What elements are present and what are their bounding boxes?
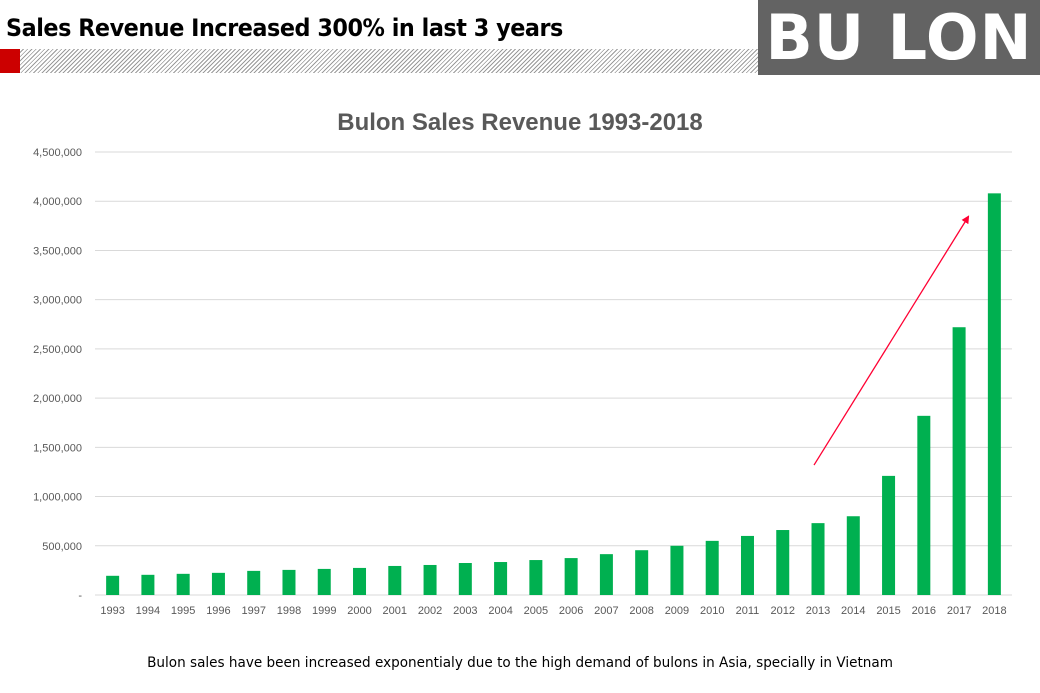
x-tick-label: 2018 (982, 605, 1006, 617)
x-tick-label: 2001 (383, 605, 407, 617)
x-tick-label: 1995 (171, 605, 195, 617)
y-tick-label: 500,000 (42, 541, 82, 553)
x-tick-label: 2013 (806, 605, 830, 617)
x-tick-label: 2016 (912, 605, 936, 617)
bar (247, 570, 261, 595)
y-tick-label: - (78, 590, 82, 602)
bar (141, 574, 155, 595)
chart-title: Bulon Sales Revenue 1993-2018 (337, 109, 703, 136)
x-axis-ticks: 1993 1994 1995 1996 1997 1998 1999 2000 2001 2002… (100, 605, 1006, 617)
bar (529, 560, 543, 595)
x-tick-label: 2005 (524, 605, 548, 617)
trend-arrow (813, 215, 970, 466)
bar (458, 563, 472, 595)
y-tick-label: 3,500,000 (33, 245, 82, 257)
x-tick-label: 2011 (736, 605, 760, 617)
bar (176, 573, 190, 595)
bar (106, 575, 120, 595)
bar (670, 545, 684, 595)
x-tick-label: 1999 (312, 605, 336, 617)
y-tick-label: 3,000,000 (33, 295, 82, 307)
y-tick-label: 4,000,000 (33, 196, 82, 208)
x-tick-label: 2004 (488, 605, 512, 617)
bar (882, 475, 896, 595)
x-tick-label: 2012 (771, 605, 795, 617)
bar (740, 535, 754, 595)
x-tick-label: 2006 (559, 605, 583, 617)
x-tick-label: 2003 (453, 605, 477, 617)
x-tick-label: 2017 (947, 605, 971, 617)
bar (282, 569, 296, 595)
bar (388, 565, 402, 595)
bar (811, 523, 825, 595)
bar (494, 562, 508, 595)
bar (599, 554, 613, 595)
bar (211, 572, 225, 595)
x-tick-label: 2008 (629, 605, 653, 617)
x-tick-label: 2009 (665, 605, 689, 617)
bar (317, 568, 331, 595)
revenue-chart: Bulon Sales Revenue 1993-2018 - 500,000 1,… (33, 109, 1012, 617)
y-tick-label: 2,000,000 (33, 393, 82, 405)
bar (776, 530, 790, 595)
logo-text: BU LON (765, 0, 1033, 74)
x-tick-label: 2014 (841, 605, 865, 617)
x-tick-label: 1998 (277, 605, 301, 617)
bar (635, 550, 649, 595)
bar (705, 540, 719, 595)
x-tick-label: 1994 (136, 605, 160, 617)
y-tick-label: 1,000,000 (33, 492, 82, 504)
y-axis-ticks: - 500,000 1,000,000 1,500,000 2,000,000 2,500… (33, 147, 82, 602)
y-tick-label: 2,500,000 (33, 344, 82, 356)
x-tick-label: 1993 (100, 605, 124, 617)
x-tick-label: 2010 (700, 605, 724, 617)
x-tick-label: 2015 (876, 605, 900, 617)
title-accent-block (0, 49, 20, 73)
bar (952, 327, 966, 595)
bar (423, 564, 437, 595)
bars (106, 193, 1001, 595)
bar (917, 415, 931, 595)
slide-caption: Bulon sales have been increased exponent… (147, 655, 893, 671)
bar (987, 193, 1001, 595)
slide-title: Sales Revenue Increased 300% in last 3 y… (6, 14, 563, 42)
title-hatch-band (20, 49, 758, 73)
y-tick-label: 1,500,000 (33, 442, 82, 454)
x-tick-label: 2007 (594, 605, 618, 617)
y-tick-label: 4,500,000 (33, 147, 82, 159)
bulon-logo: BU LON (758, 0, 1040, 75)
trend-annotation (813, 215, 970, 466)
x-tick-label: 1997 (241, 605, 265, 617)
x-tick-label: 2000 (347, 605, 371, 617)
bar (846, 516, 860, 595)
bar (564, 558, 578, 595)
x-tick-label: 1996 (206, 605, 230, 617)
gridlines (95, 151, 1012, 596)
x-tick-label: 2002 (418, 605, 442, 617)
bar (353, 567, 367, 595)
